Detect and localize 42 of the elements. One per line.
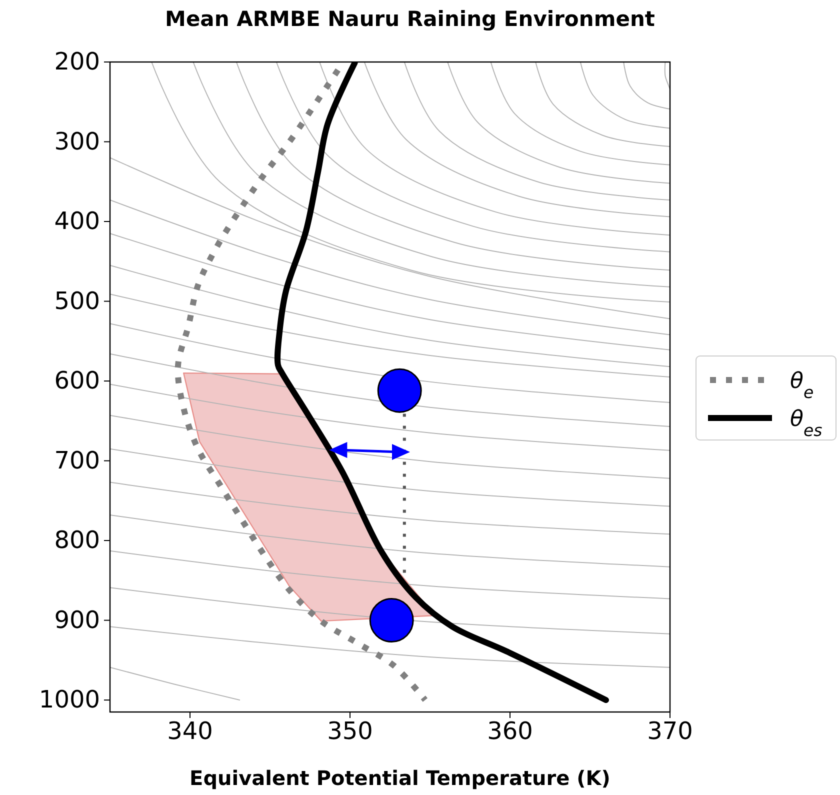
line-series	[110, 323, 670, 404]
line-series	[535, 62, 670, 148]
line-series	[110, 232, 670, 350]
line-series	[490, 62, 670, 166]
line-series	[447, 62, 670, 184]
x-tick-label: 350	[327, 717, 373, 746]
legend-label: θ$_{es}$	[790, 407, 823, 440]
line-series	[364, 62, 670, 218]
y-tick-label: 700	[54, 446, 100, 474]
line-series	[110, 264, 670, 368]
y-tick-label: 500	[54, 286, 100, 315]
line-series	[110, 294, 670, 378]
line-series	[319, 62, 670, 236]
y-tick-label: 600	[54, 366, 100, 395]
x-tick-label: 370	[647, 717, 693, 746]
y-tick-label: 400	[54, 207, 100, 236]
line-series	[110, 550, 670, 600]
line-series	[404, 62, 670, 200]
line-series	[110, 448, 670, 507]
y-tick-label: 800	[54, 526, 100, 554]
chart-title: Mean ARMBE Nauru Raining Environment	[165, 7, 655, 31]
x-tick-label: 360	[487, 717, 533, 746]
x-axis-title: Equivalent Potential Temperature (K)	[190, 766, 610, 790]
line-series	[623, 62, 670, 110]
line-series	[110, 587, 670, 634]
y-tick-label: 200	[54, 48, 100, 76]
line-series	[110, 482, 670, 535]
line-series	[276, 62, 670, 252]
legend-label: θ$_{e}$	[790, 369, 814, 402]
y-tick-label: 900	[54, 606, 100, 634]
line-series	[110, 353, 670, 427]
line-series	[110, 384, 670, 451]
line-series	[664, 62, 670, 90]
x-tick-label: 340	[167, 717, 213, 746]
line-series	[110, 414, 670, 479]
y-tick-label: 300	[54, 127, 100, 156]
line-series	[110, 514, 670, 568]
y-tick-label: 1000	[38, 686, 100, 714]
line-series	[110, 199, 670, 336]
line-series	[580, 62, 670, 129]
line-series	[110, 626, 670, 668]
line-series	[236, 62, 670, 271]
